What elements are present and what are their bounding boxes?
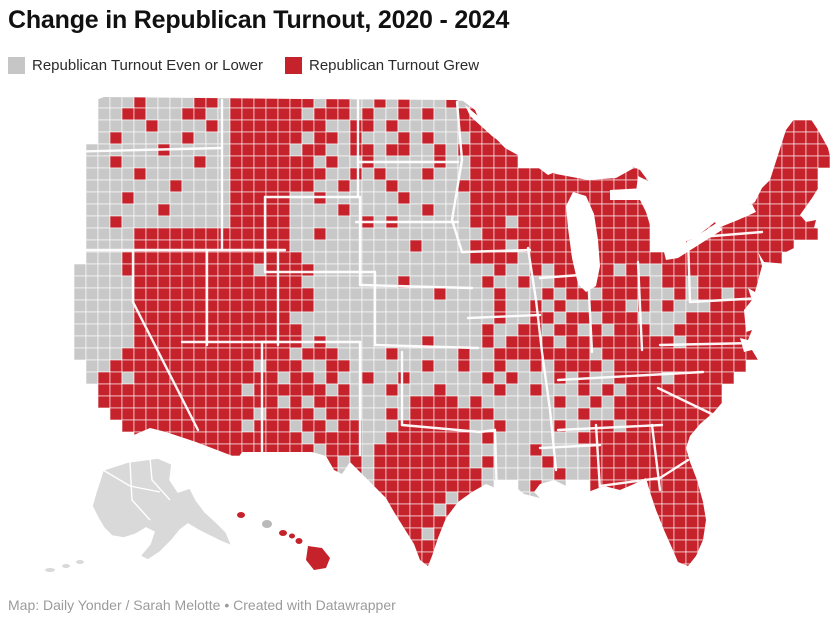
legend: Republican Turnout Even or Lower Republi…	[8, 57, 479, 74]
chart-title: Change in Republican Turnout, 2020 - 202…	[8, 6, 510, 34]
hawaii-big-island	[306, 546, 330, 570]
state-borders	[58, 98, 764, 502]
hawaii-island-red	[289, 533, 295, 539]
hawaii-island-red	[237, 512, 245, 518]
great-lakes	[465, 105, 756, 292]
straits-of-mackinac	[610, 188, 648, 200]
aleutian-island	[76, 560, 84, 564]
legend-label-even: Republican Turnout Even or Lower	[32, 57, 263, 74]
lake-erie	[664, 222, 722, 260]
legend-swatch-even	[8, 57, 25, 74]
attribution: Map: Daily Yonder / Sarah Melotte • Crea…	[8, 597, 396, 613]
legend-swatch-grew	[284, 57, 302, 74]
aleutian-island	[45, 568, 55, 572]
aleutian-island	[62, 564, 70, 568]
lake-superior	[465, 105, 634, 180]
hawaii-inset	[237, 512, 330, 570]
lake-michigan	[566, 192, 600, 292]
hawaii-island-red	[279, 530, 287, 536]
legend-label-grew: Republican Turnout Grew	[308, 57, 480, 74]
alaska-shape	[91, 457, 234, 561]
hawaii-island-gray	[262, 520, 272, 528]
alaska-inset	[45, 457, 234, 572]
hawaii-island-red	[295, 538, 303, 544]
legend-item-even: Republican Turnout Even or Lower	[8, 57, 263, 74]
legend-item-grew: Republican Turnout Grew	[284, 57, 480, 74]
lake-ontario	[714, 204, 756, 228]
